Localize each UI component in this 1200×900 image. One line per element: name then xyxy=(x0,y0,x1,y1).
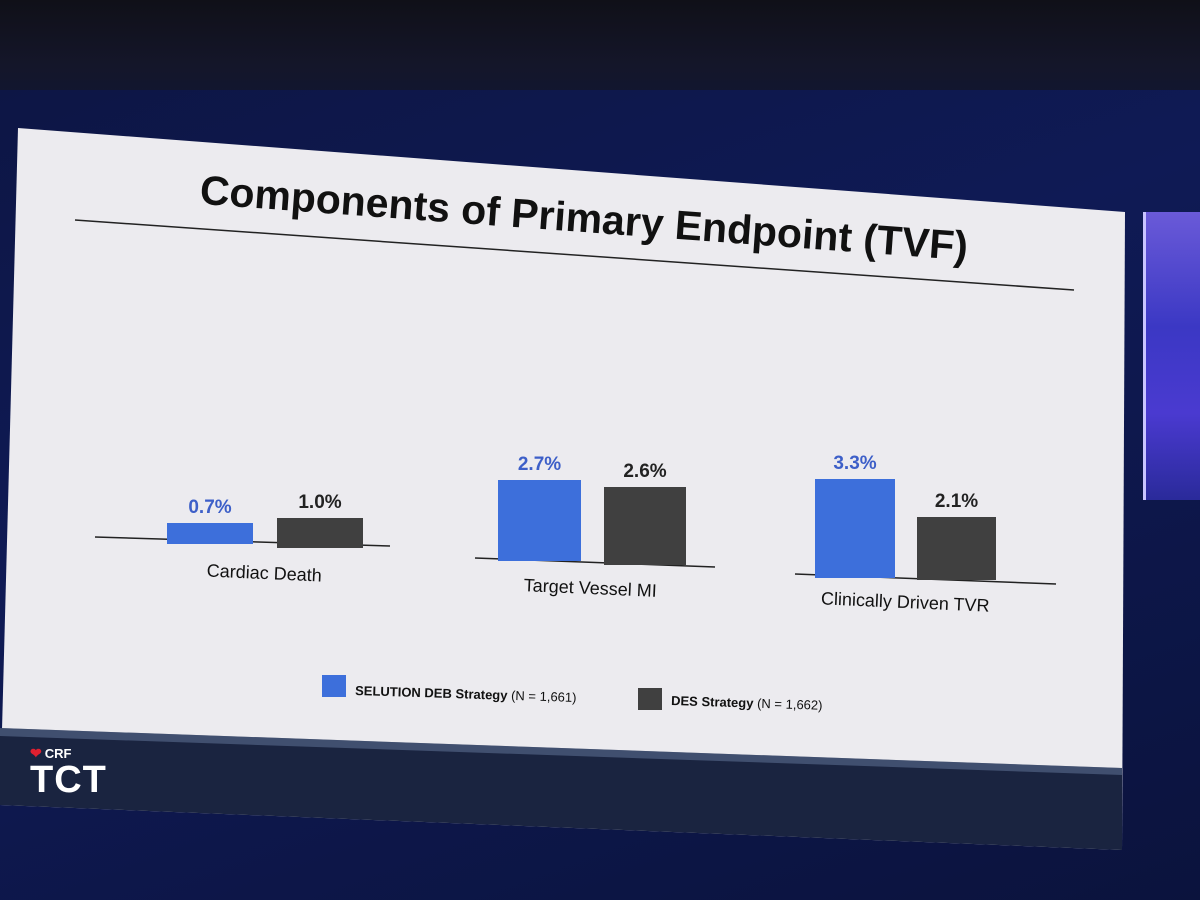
legend-swatch-deb xyxy=(322,675,346,697)
bar-deb-cardiac-death xyxy=(167,523,253,544)
value-label-des-cardiac-death: 1.0% xyxy=(298,492,341,513)
bar-deb-target-vessel-mi xyxy=(498,480,581,561)
legend-series-name-des: DES Strategy xyxy=(671,693,755,711)
crf-text: CRF xyxy=(44,746,72,761)
slide-footer-band xyxy=(0,728,1122,850)
value-label-deb-cardiac-death: 0.7% xyxy=(188,497,231,518)
legend-series-name-deb: SELUTION DEB Strategy xyxy=(355,683,509,703)
title-divider xyxy=(74,219,1075,291)
bar-des-target-vessel-mi xyxy=(604,487,686,565)
tct-logo: ❤ CRF TCT xyxy=(30,745,107,801)
bar-des-clinically-driven-tvr xyxy=(917,517,996,580)
bars-layer: 0.7% 1.0% 2.7% 2.6% 3.3% 2.1% xyxy=(167,453,996,580)
value-label-deb-clinically-driven-tvr: 3.3% xyxy=(833,453,876,474)
value-label-des-clinically-driven-tvr: 2.1% xyxy=(935,491,978,512)
value-label-des-target-vessel-mi: 2.6% xyxy=(623,461,666,482)
tct-wordmark: TCT xyxy=(30,759,107,801)
legend-n-des: (N = 1,662) xyxy=(757,696,823,713)
crf-mark: ❤ CRF xyxy=(30,745,107,762)
chart-legend: SELUTION DEB Strategy (N = 1,661) DES St… xyxy=(322,675,823,713)
bar-des-cardiac-death xyxy=(277,518,363,548)
value-label-deb-target-vessel-mi: 2.7% xyxy=(518,454,561,475)
bar-deb-clinically-driven-tvr xyxy=(815,479,895,578)
side-screen xyxy=(1143,212,1200,500)
legend-label-des: DES Strategy (N = 1,662) xyxy=(671,693,823,713)
legend-n-deb: (N = 1,661) xyxy=(511,688,577,705)
heart-icon: ❤ xyxy=(30,745,42,761)
legend-label-deb: SELUTION DEB Strategy (N = 1,661) xyxy=(355,683,577,705)
legend-swatch-des xyxy=(638,688,662,710)
footer-highlight xyxy=(0,728,1122,775)
